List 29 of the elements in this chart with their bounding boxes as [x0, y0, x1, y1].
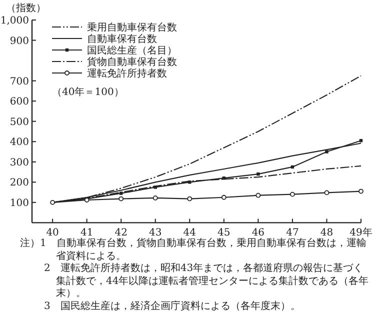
x-tick-label: 47: [286, 228, 299, 239]
annotation: （40年＝100）: [52, 86, 124, 98]
x-tick-label: 45: [218, 228, 230, 239]
y-tick-label: 1,000: [0, 16, 29, 26]
legend-label: 貨物自動車保有台数: [87, 56, 177, 68]
x-tick-label: 49年: [350, 226, 372, 239]
y-tick-label: 300: [10, 157, 29, 168]
y-tick-label: 600: [10, 96, 29, 108]
y-tick-label: 100: [10, 198, 29, 209]
text: 2 運転免許所持者数は，昭和43年までは，各都道府県の報告に基づく集計数で，44年以降は運転者管理センターによる集計数である（各年末）。: [43, 263, 370, 300]
x-tick-label: 43: [149, 228, 162, 239]
x-tick-label: 46: [252, 228, 265, 239]
text: 3 国民総生産は，経済企画庁資料による（各年度末）。: [43, 300, 302, 313]
legend-label: 自動車保有台数: [87, 33, 157, 45]
y-tick-label: 400: [10, 137, 29, 148]
x-tick-label: 40: [46, 228, 59, 239]
legend-label: 国民総生産（名目）: [87, 44, 177, 56]
text: 注）1 自動車保有台数，貨物自動車保有台数，乗用自動車保有台数は，運輸省資料による。: [20, 238, 368, 262]
x-tick-label: 42: [114, 228, 128, 239]
x-tick-label: 44: [183, 228, 196, 239]
y-tick-label: 900: [10, 36, 29, 47]
y-axis-title: （指数）: [6, 2, 46, 14]
y-tick-label: 200: [10, 178, 29, 189]
y-tick-label: 500: [10, 116, 29, 128]
x-tick-label: 48: [320, 228, 334, 239]
legend-label: 乗用自動車保有台数: [87, 22, 177, 34]
legend-label: 運転免許所持者数: [87, 68, 167, 80]
x-tick-label: 41: [80, 228, 94, 239]
y-tick-label: 700: [10, 76, 29, 88]
